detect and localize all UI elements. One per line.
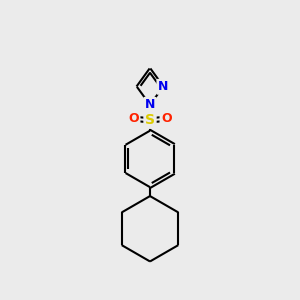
Text: S: S — [145, 113, 155, 127]
Text: N: N — [145, 98, 155, 111]
Text: O: O — [161, 112, 172, 125]
Text: N: N — [158, 80, 168, 93]
Text: O: O — [128, 112, 139, 125]
